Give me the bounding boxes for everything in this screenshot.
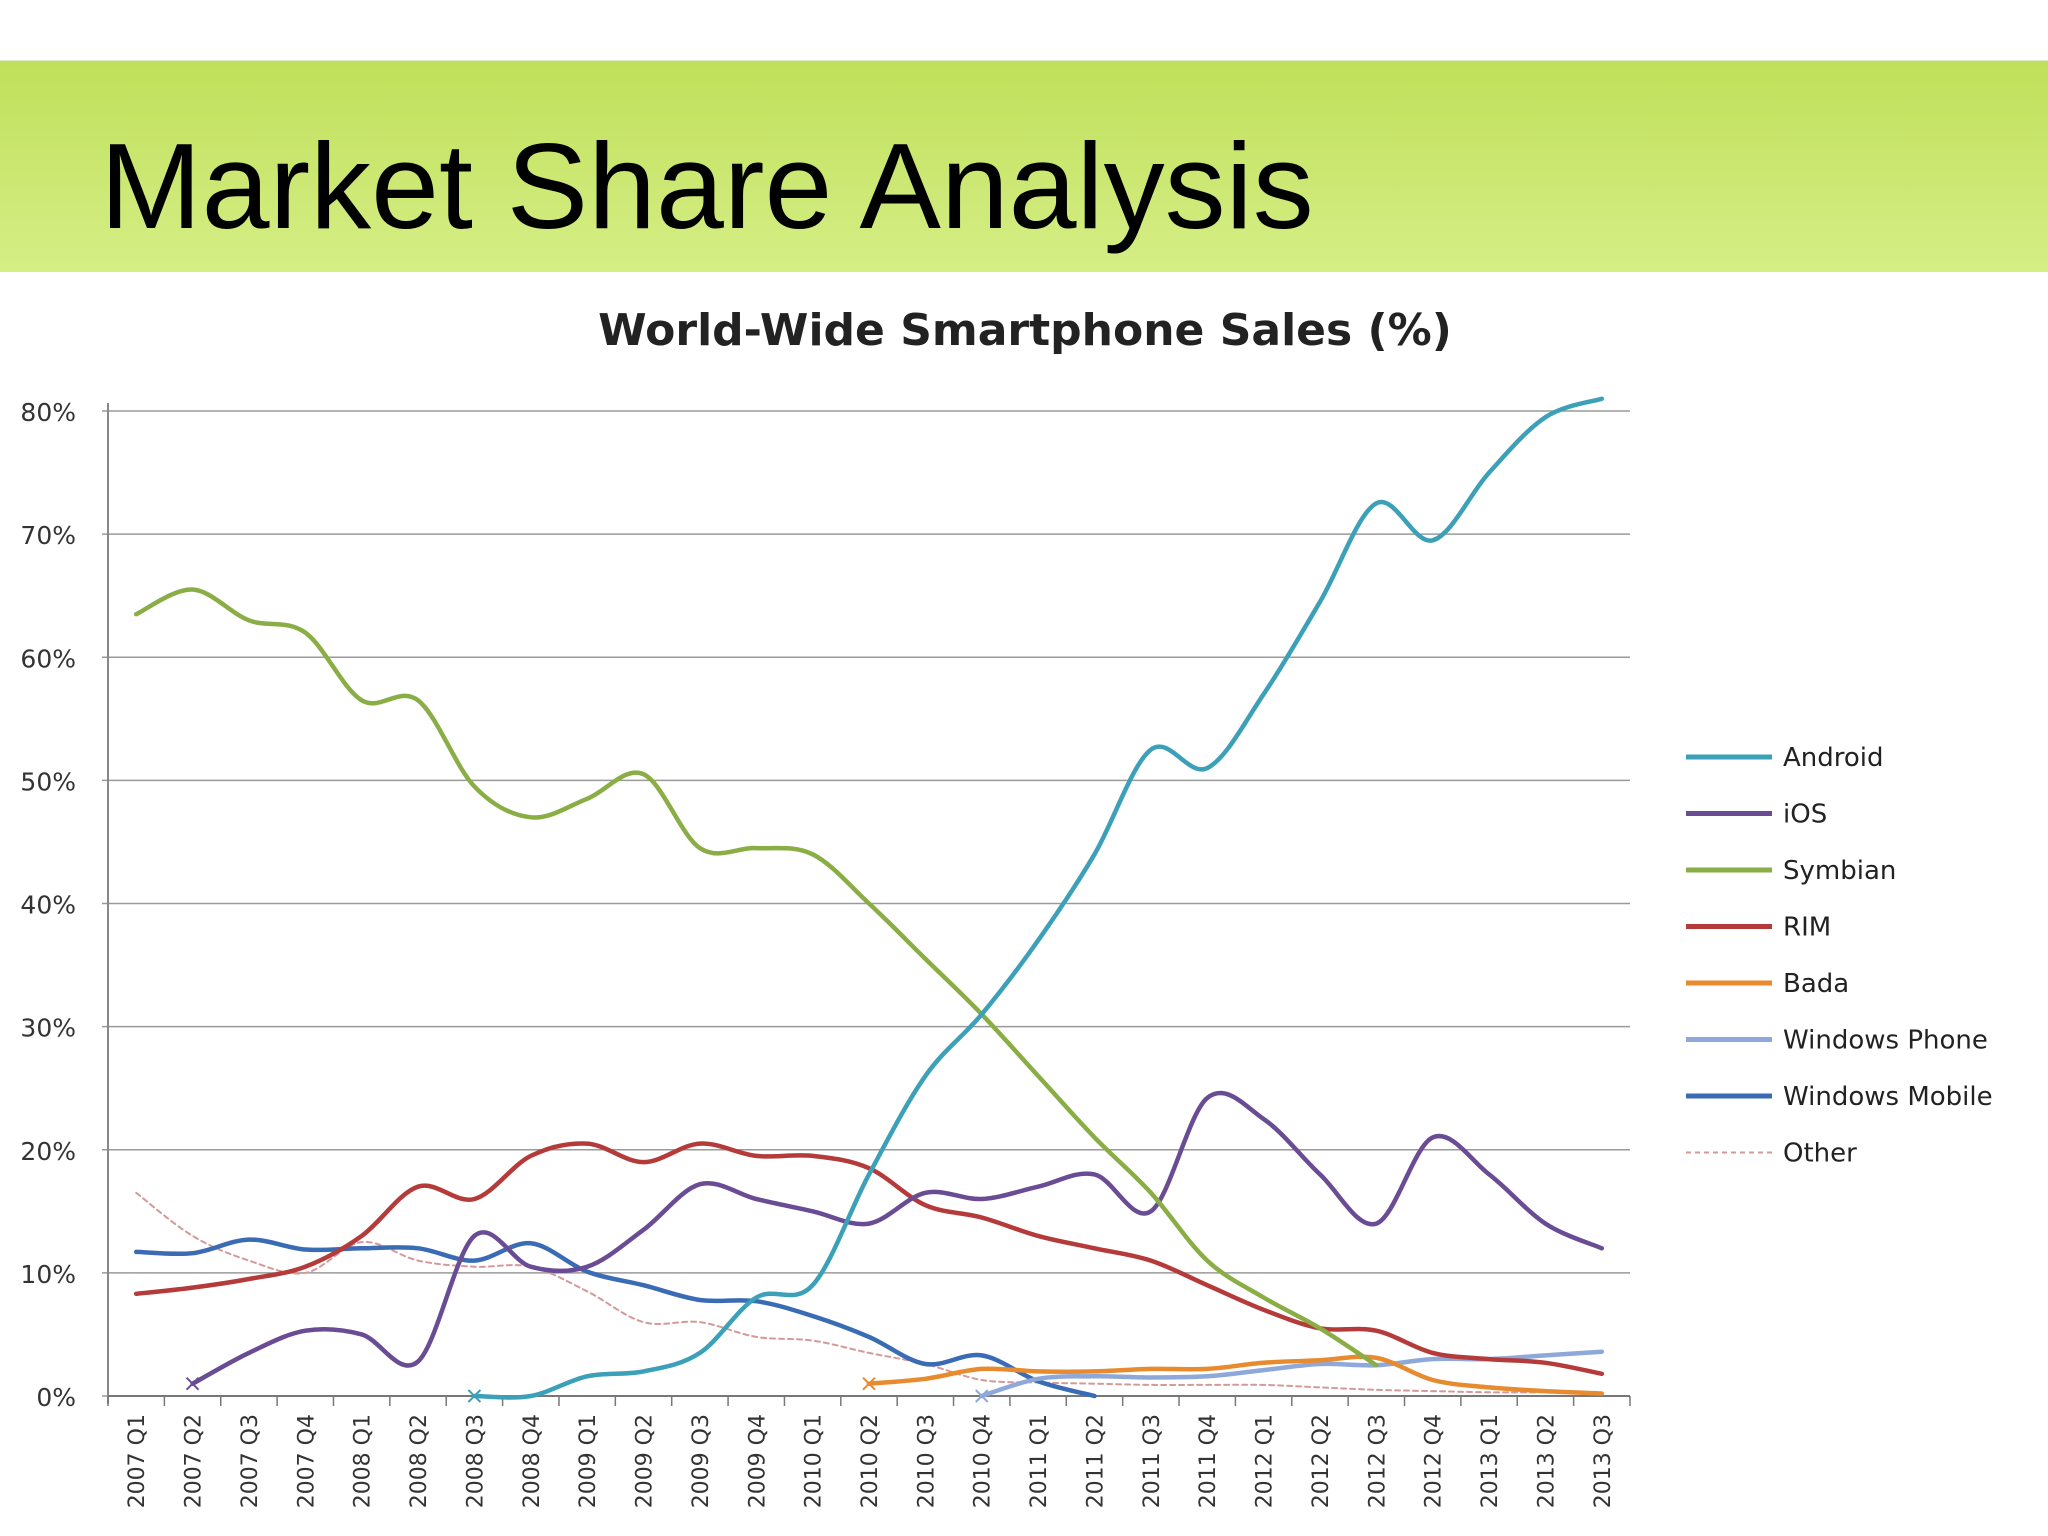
legend-label-symbian: Symbian bbox=[1783, 856, 1896, 886]
x-tick-label: 2013 Q2 bbox=[1534, 1414, 1559, 1508]
legend-label-windows-phone: Windows Phone bbox=[1783, 1026, 1988, 1056]
y-tick-label: 80% bbox=[20, 398, 76, 427]
legend-label-windows-mobile: Windows Mobile bbox=[1783, 1082, 1993, 1112]
x-tick-label: 2012 Q1 bbox=[1253, 1414, 1278, 1508]
x-tick-label: 2008 Q4 bbox=[520, 1414, 545, 1508]
series-start-marker-ios bbox=[185, 1376, 200, 1391]
x-tick-label: 2008 Q3 bbox=[463, 1414, 488, 1508]
x-tick-label: 2010 Q4 bbox=[971, 1414, 996, 1508]
x-tick-label: 2013 Q3 bbox=[1591, 1414, 1616, 1508]
series-line-bada bbox=[866, 1354, 1605, 1396]
x-tick-label: 2011 Q1 bbox=[1027, 1414, 1052, 1508]
y-tick-label: 50% bbox=[20, 767, 76, 796]
series-line-other bbox=[135, 1191, 1603, 1394]
x-tick-label: 2013 Q1 bbox=[1478, 1414, 1503, 1508]
x-tick-label: 2012 Q4 bbox=[1422, 1414, 1447, 1508]
series-line-rim bbox=[133, 1141, 1605, 1377]
x-tick-label: 2008 Q1 bbox=[351, 1414, 376, 1508]
slide-top-strip bbox=[0, 0, 2048, 61]
series-line-android bbox=[472, 396, 1605, 1400]
y-tick-label: 70% bbox=[20, 521, 76, 550]
series-start-marker-android bbox=[467, 1389, 482, 1403]
series-line-ios bbox=[190, 1090, 1605, 1386]
x-tick-label: 2009 Q4 bbox=[745, 1414, 770, 1508]
y-tick-label: 30% bbox=[20, 1014, 76, 1043]
y-tick-label: 10% bbox=[20, 1260, 76, 1289]
x-tick-label: 2007 Q3 bbox=[238, 1414, 263, 1508]
x-tick-label: 2010 Q2 bbox=[858, 1414, 883, 1508]
legend-label-rim: RIM bbox=[1783, 913, 1831, 943]
x-tick-label: 2012 Q2 bbox=[1309, 1414, 1334, 1508]
x-tick-label: 2010 Q3 bbox=[914, 1414, 939, 1508]
x-tick-label: 2010 Q1 bbox=[802, 1414, 827, 1508]
smartphone-sales-chart: World-Wide Smartphone Sales (%) 0% 10% 20% 3… bbox=[20, 305, 1993, 1508]
series-start-marker-bada bbox=[862, 1376, 876, 1391]
x-tick-label: 2009 Q2 bbox=[633, 1414, 658, 1508]
y-tick-label: 0% bbox=[36, 1383, 76, 1412]
x-tick-label: 2007 Q4 bbox=[294, 1414, 319, 1508]
title-band bbox=[0, 61, 2048, 272]
legend-label-other: Other bbox=[1783, 1139, 1857, 1169]
series-start-marker-windows-phone bbox=[975, 1389, 989, 1403]
page-title: Market Share Analysis bbox=[100, 118, 1314, 254]
x-tick-label: 2011 Q3 bbox=[1140, 1414, 1165, 1508]
x-tick-label: 2009 Q1 bbox=[576, 1414, 601, 1508]
y-tick-label: 20% bbox=[20, 1137, 76, 1166]
x-tick-label: 2009 Q3 bbox=[689, 1414, 714, 1508]
x-tick-label: 2007 Q1 bbox=[125, 1414, 150, 1508]
series-line-windows-mobile bbox=[133, 1237, 1097, 1399]
x-tick-label: 2011 Q4 bbox=[1196, 1414, 1221, 1508]
series-line-symbian bbox=[133, 587, 1379, 1368]
y-tick-label: 40% bbox=[20, 891, 76, 920]
x-tick-label: 2007 Q2 bbox=[182, 1414, 207, 1508]
legend-label-ios: iOS bbox=[1783, 800, 1827, 830]
legend-label-android: Android bbox=[1783, 743, 1884, 773]
x-tick-label: 2008 Q2 bbox=[407, 1414, 432, 1508]
x-tick-label: 2011 Q2 bbox=[1083, 1414, 1108, 1508]
x-tick-label: 2012 Q3 bbox=[1365, 1414, 1390, 1508]
legend-label-bada: Bada bbox=[1783, 969, 1849, 999]
y-tick-label: 60% bbox=[20, 644, 76, 673]
chart-title: World-Wide Smartphone Sales (%) bbox=[598, 305, 1452, 356]
